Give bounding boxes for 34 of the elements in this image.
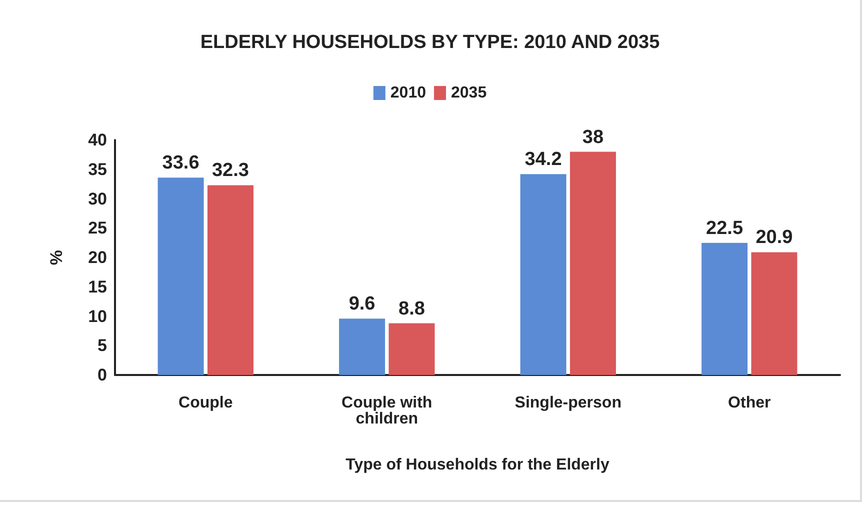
data-label: 20.9 [756,227,793,248]
bar [388,323,435,375]
x-axis-title: Type of Households for the Elderly [346,456,610,474]
bar [207,185,254,375]
data-label: 33.6 [162,152,200,174]
y-axis-title: % [47,250,66,266]
legend-label: 2010 [390,84,426,102]
y-tick-label: 25 [88,218,107,238]
bar [570,152,616,375]
y-tick-label: 35 [88,160,107,179]
bar [751,252,798,375]
bar [520,174,566,375]
y-tick-label: 30 [88,189,107,208]
data-label: 8.8 [398,298,425,320]
x-tick-label: Couple with children [342,394,432,428]
data-label: 32.3 [212,160,249,182]
y-tick-label: 0 [98,366,107,384]
y-tick-label: 5 [98,336,107,356]
legend-label: 2035 [451,84,487,102]
chart-title: ELDERLY HOUSEHOLDS BY TYPE: 2010 AND 2035 [200,32,660,53]
x-tick-label: Couple [178,394,233,412]
y-tick-label: 20 [88,248,107,267]
x-tick-label: Single-person [514,394,622,412]
data-label: 22.5 [706,218,744,239]
y-tick-label: 40 [88,130,107,150]
y-tick-label: 15 [88,277,107,296]
data-label: 38 [582,126,604,148]
data-label: 34.2 [524,149,562,170]
data-label: 9.6 [348,294,376,315]
x-tick-label: Other [728,394,771,412]
y-tick-label: 10 [88,306,107,326]
bar [158,178,204,375]
bar [702,242,748,375]
bar [339,318,386,375]
